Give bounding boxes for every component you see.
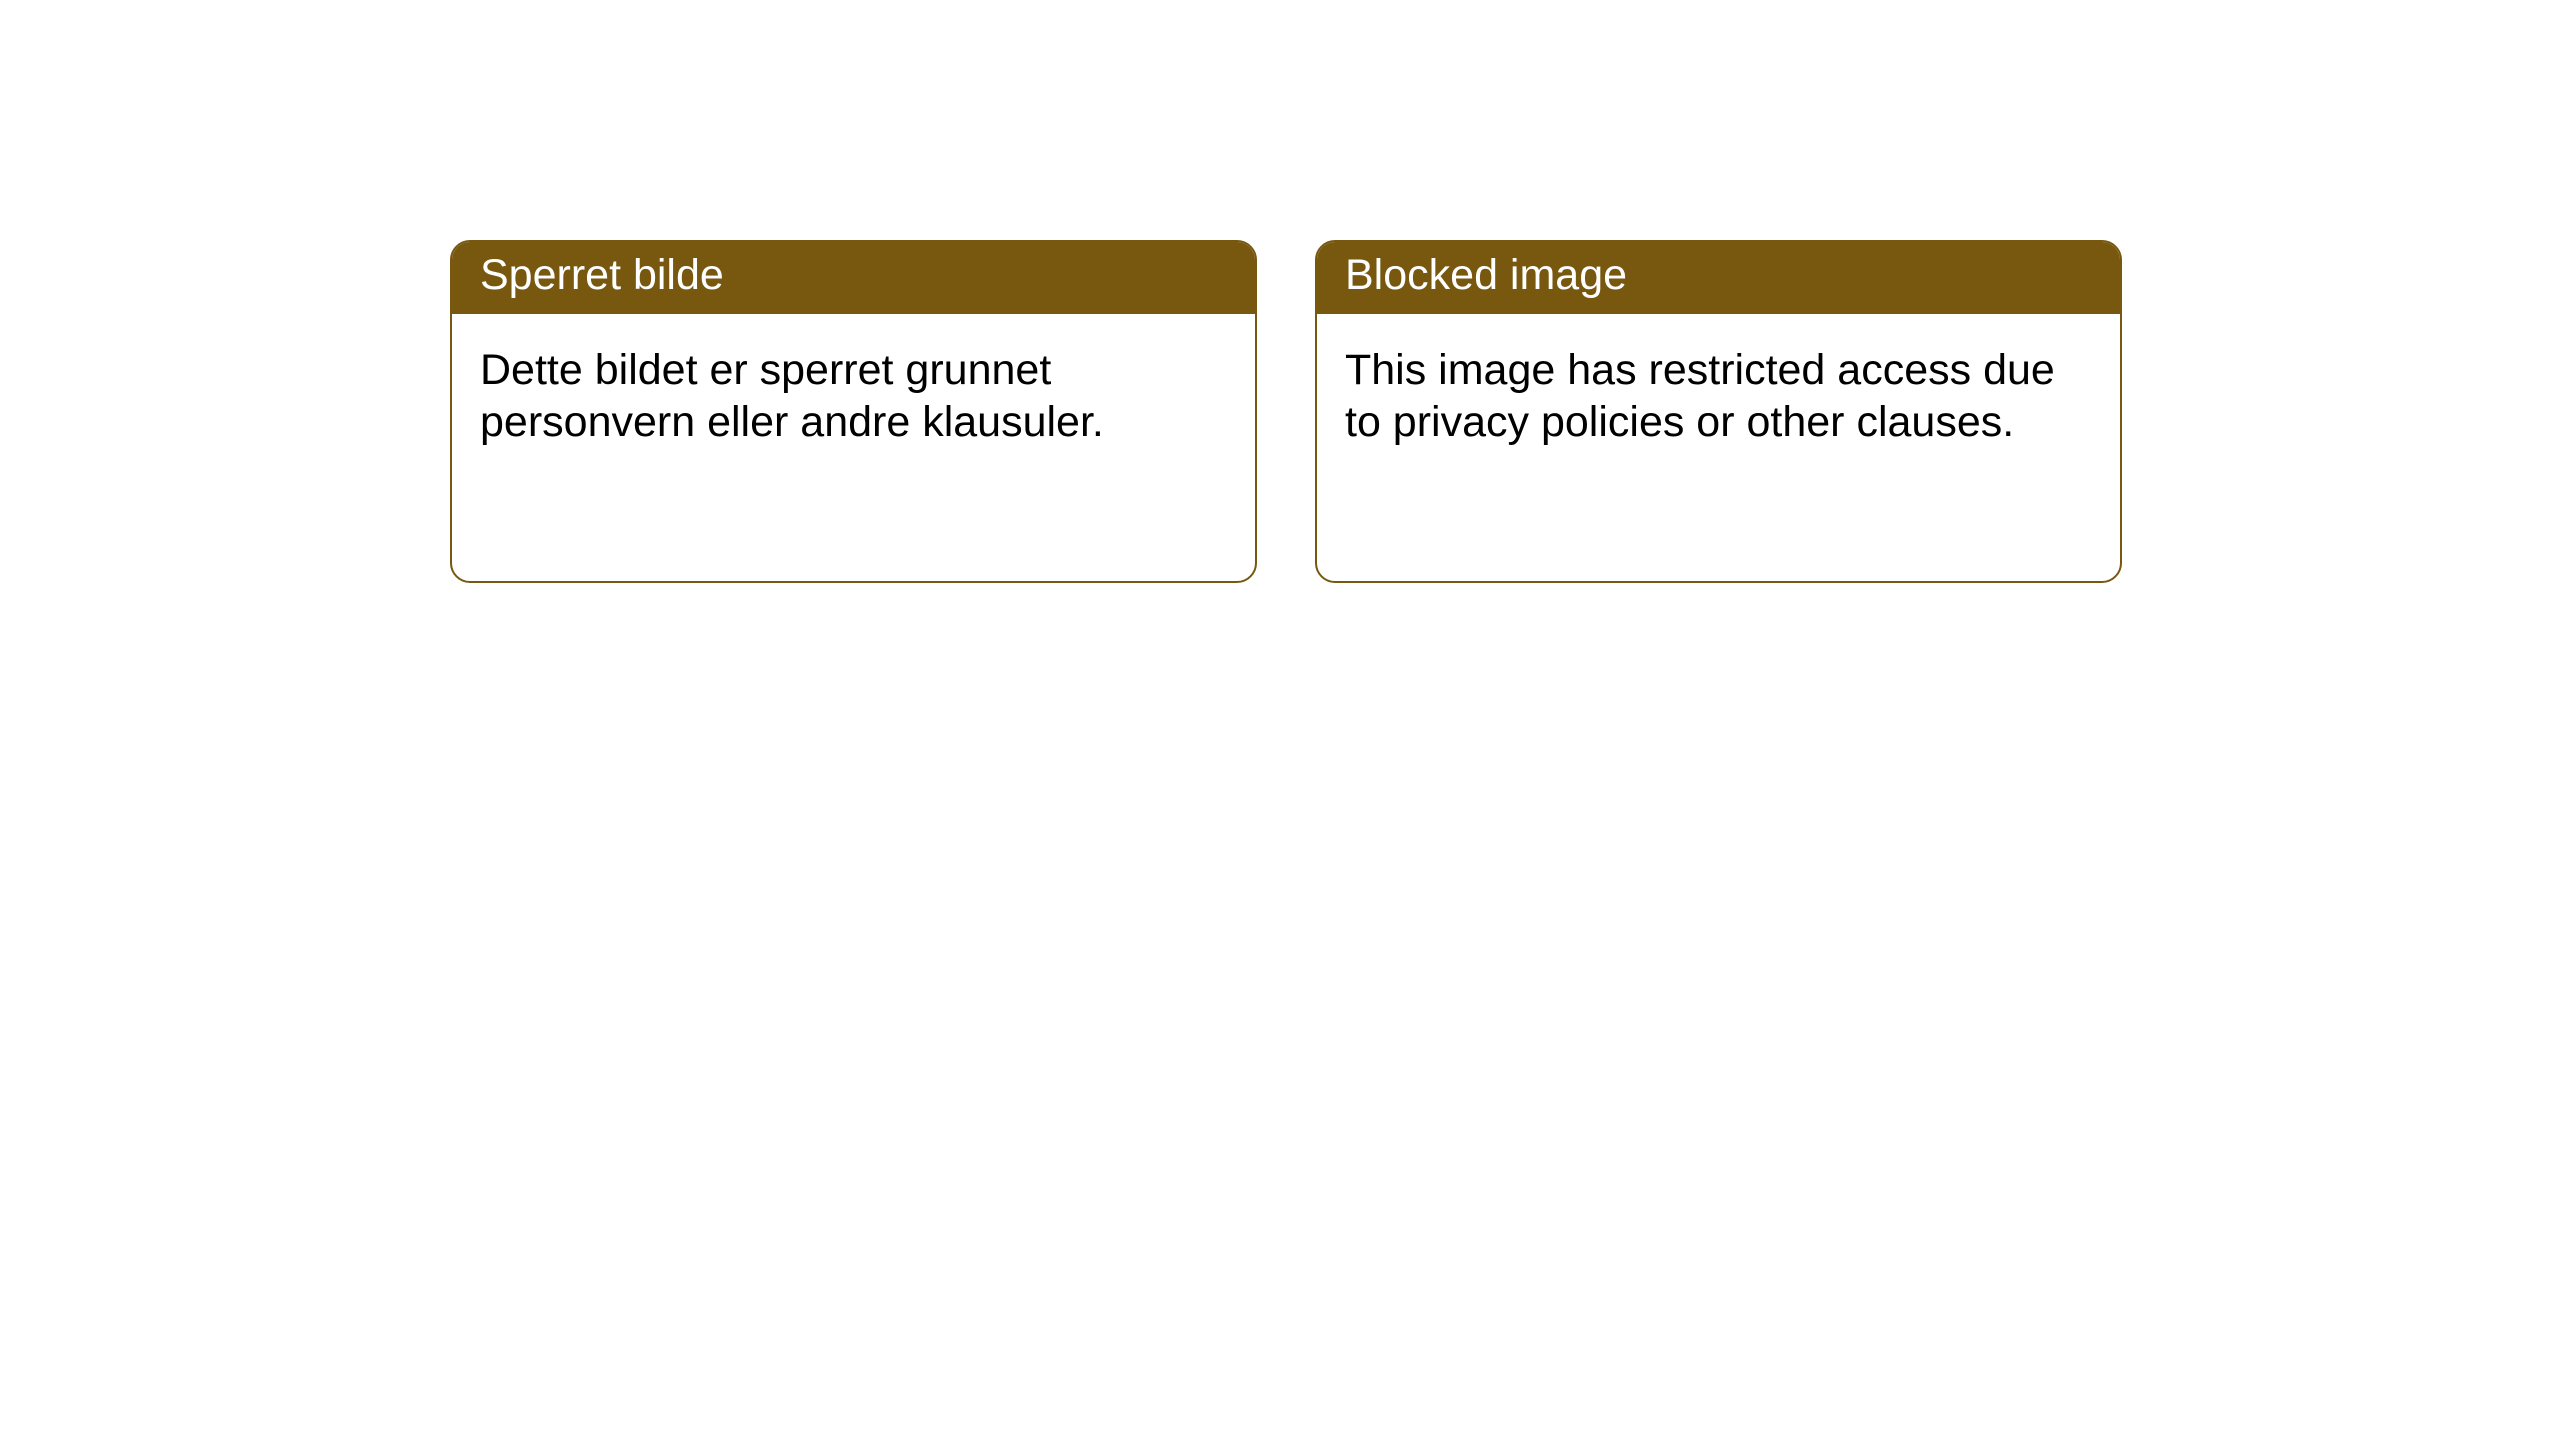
card-header-norwegian: Sperret bilde: [452, 242, 1255, 314]
card-title-text: Sperret bilde: [480, 251, 724, 299]
card-message-text: This image has restricted access due to …: [1345, 346, 2055, 446]
card-body-english: This image has restricted access due to …: [1317, 314, 2120, 479]
card-header-english: Blocked image: [1317, 242, 2120, 314]
card-title-text: Blocked image: [1345, 251, 1627, 299]
card-body-norwegian: Dette bildet er sperret grunnet personve…: [452, 314, 1255, 479]
blocked-card-norwegian: Sperret bilde Dette bildet er sperret gr…: [450, 240, 1257, 583]
blocked-image-cards: Sperret bilde Dette bildet er sperret gr…: [450, 240, 2122, 583]
card-message-text: Dette bildet er sperret grunnet personve…: [480, 346, 1104, 446]
blocked-card-english: Blocked image This image has restricted …: [1315, 240, 2122, 583]
